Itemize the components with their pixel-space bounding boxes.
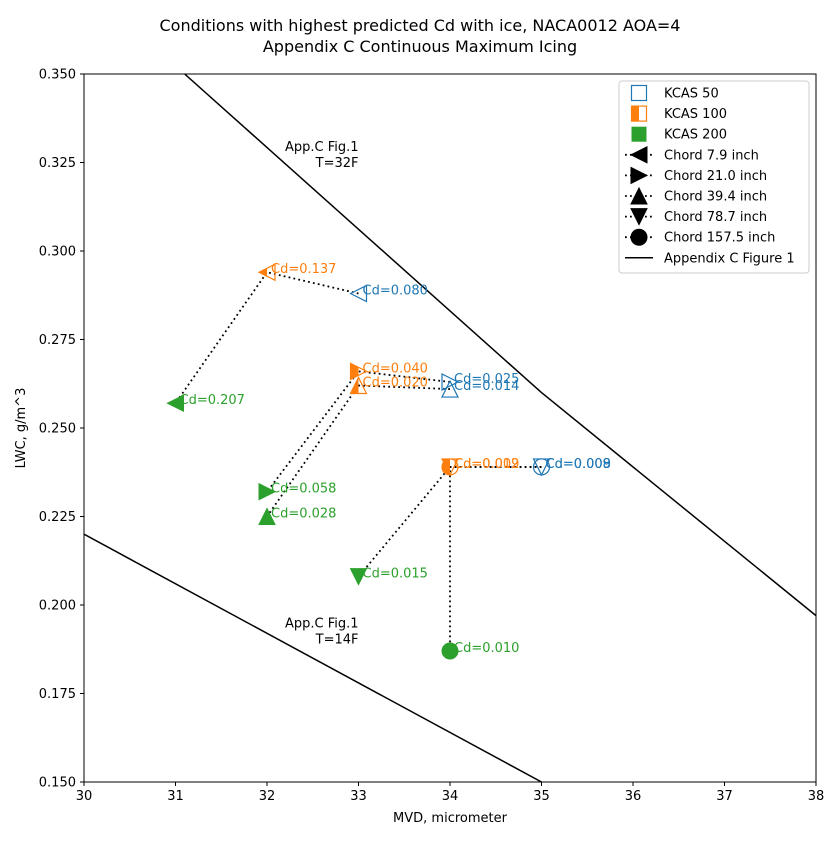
envelope-annotation: App.C Fig.1 T=14F	[285, 616, 359, 647]
data-point-fill	[259, 268, 267, 277]
legend-label: Chord 21.0 inch	[664, 169, 767, 184]
appendix-c-line	[184, 74, 816, 617]
plot-frame	[83, 73, 817, 783]
y-tick-label: 0.200	[39, 599, 76, 614]
data-label: Cd=0.020	[363, 376, 428, 391]
y-tick-label: 0.225	[39, 510, 76, 525]
legend: KCAS 50 KCAS 100 KCAS 200 Chord 7.9 inch Cho…	[618, 80, 810, 274]
x-tick-label: 31	[167, 789, 184, 804]
chart-title: Conditions with highest predicted Cd wit…	[160, 16, 681, 35]
legend-label: KCAS 200	[664, 128, 727, 143]
x-tick-label: 36	[625, 789, 642, 804]
data-point	[349, 568, 368, 586]
annotation-line: App.C Fig.1	[285, 616, 359, 631]
legend-square-fill	[631, 106, 639, 122]
legend-square	[630, 105, 648, 122]
legend-label: Chord 39.4 inch	[664, 190, 767, 205]
data-label: Cd=0.012	[454, 457, 519, 472]
data-label: Cd=0.009	[546, 457, 611, 472]
data-label: Cd=0.014	[454, 379, 519, 394]
data-label: Cd=0.207	[180, 393, 245, 408]
x-tick-label: 37	[716, 789, 733, 804]
data-point	[258, 507, 276, 525]
data-point	[349, 284, 368, 303]
data-label: Cd=0.058	[271, 482, 336, 497]
legend-square	[631, 126, 647, 142]
data-point	[532, 458, 551, 476]
legend-square	[630, 84, 648, 102]
y-tick-label: 0.250	[39, 422, 76, 437]
data-point	[441, 642, 459, 660]
legend-label: Appendix C Figure 1	[664, 251, 795, 266]
data-point-fill	[442, 459, 450, 475]
y-tick-label: 0.275	[39, 333, 76, 348]
x-tick-label: 33	[350, 789, 367, 804]
data-label: Cd=0.028	[271, 507, 336, 522]
legend-marker	[629, 145, 648, 164]
data-label: Cd=0.009	[454, 457, 519, 472]
annotation-line: T=32F	[315, 156, 359, 171]
y-tick-label: 0.175	[39, 687, 76, 702]
plot-inner	[84, 74, 816, 782]
legend-marker	[630, 208, 648, 226]
legend-marker	[630, 186, 648, 205]
data-label: Cd=0.008	[546, 457, 611, 472]
data-point-fill	[350, 363, 359, 380]
legend-label: Chord 157.5 inch	[664, 231, 775, 246]
data-label: Cd=0.010	[454, 641, 519, 656]
x-tick-label: 38	[808, 789, 825, 804]
y-tick-label: 0.150	[39, 776, 76, 791]
y-tick-label: 0.350	[39, 68, 76, 83]
x-tick-label: 35	[533, 789, 550, 804]
legend-label: KCAS 50	[664, 87, 719, 102]
data-label: Cd=0.080	[363, 283, 428, 298]
series-line	[266, 370, 451, 493]
x-axis-label: MVD, micrometer	[393, 811, 508, 826]
data-label: Cd=0.015	[363, 567, 428, 582]
data-label: Cd=0.025	[454, 372, 519, 387]
x-tick-label: 30	[76, 789, 93, 804]
legend-label: Chord 7.9 inch	[664, 148, 759, 163]
data-point	[441, 373, 460, 391]
data-point	[257, 263, 276, 282]
data-point	[349, 376, 368, 395]
series-line	[174, 271, 359, 404]
legend-box	[618, 80, 810, 274]
appendix-c-line	[84, 533, 542, 782]
x-tick-label: 32	[259, 789, 276, 804]
y-axis-label: LWC, g/m^3	[14, 388, 29, 469]
plot-area: 30 31 32 33 34 35 36 37 38 0.150 0.175 0.200 0.225 0.…	[39, 68, 824, 805]
annotation-line: T=14F	[315, 632, 359, 647]
y-tick-label: 0.300	[39, 245, 76, 260]
legend-label: KCAS 100	[664, 107, 727, 122]
data-point	[166, 394, 184, 413]
chart-subtitle: Appendix C Continuous Maximum Icing	[263, 37, 577, 56]
x-tick-label: 34	[442, 789, 459, 804]
annotation-line: App.C Fig.1	[285, 140, 359, 155]
data-point	[349, 362, 368, 381]
y-tick-label: 0.325	[39, 156, 76, 171]
data-point	[441, 458, 459, 476]
envelope-annotation: App.C Fig.1 T=32F	[285, 140, 359, 171]
data-label: Cd=0.137	[271, 262, 336, 277]
data-point	[441, 379, 459, 398]
data-label: Cd=0.040	[363, 361, 428, 376]
legend-marker	[630, 228, 648, 246]
legend-marker	[630, 166, 649, 185]
data-point	[258, 482, 277, 501]
legend-label: Chord 78.7 inch	[664, 210, 767, 225]
